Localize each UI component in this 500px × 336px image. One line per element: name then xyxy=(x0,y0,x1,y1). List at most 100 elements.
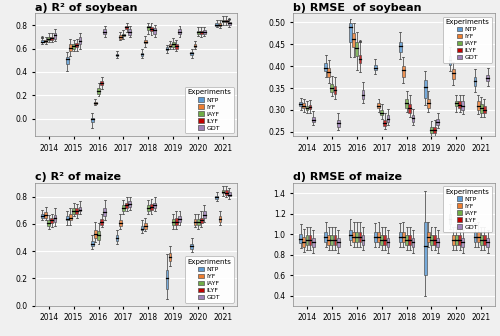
Bar xyxy=(94,230,96,238)
Bar xyxy=(302,103,305,108)
Legend: NTP, IYF, IAYF, ILYF, GDT: NTP, IYF, IAYF, ILYF, GDT xyxy=(185,256,234,303)
Bar xyxy=(200,218,202,223)
Bar xyxy=(203,211,206,218)
Bar xyxy=(300,234,302,243)
Text: b) RMSE  of soybean: b) RMSE of soybean xyxy=(293,3,422,13)
Bar xyxy=(377,103,380,108)
Bar xyxy=(147,26,150,30)
Bar xyxy=(334,235,336,245)
Bar xyxy=(150,27,153,31)
Bar xyxy=(50,218,53,223)
Bar xyxy=(434,127,436,133)
Bar xyxy=(122,34,125,36)
Bar xyxy=(452,69,454,79)
Bar xyxy=(405,99,408,108)
Bar xyxy=(54,33,56,39)
Bar xyxy=(330,235,333,245)
Bar xyxy=(150,204,153,210)
Bar xyxy=(374,65,376,71)
Bar xyxy=(312,117,314,122)
Bar xyxy=(144,223,146,229)
Bar xyxy=(197,31,200,34)
Bar xyxy=(349,229,352,240)
Bar xyxy=(197,219,200,224)
Bar xyxy=(436,238,439,247)
Bar xyxy=(324,232,327,242)
Bar xyxy=(100,219,103,224)
Bar xyxy=(190,52,193,55)
Bar xyxy=(144,40,146,43)
Bar xyxy=(386,115,390,122)
Bar xyxy=(76,208,78,214)
Bar xyxy=(104,208,106,216)
Bar xyxy=(384,235,386,245)
Bar xyxy=(125,203,128,208)
Bar xyxy=(97,88,100,93)
Bar xyxy=(306,106,308,111)
Bar xyxy=(380,235,383,245)
Bar xyxy=(175,44,178,48)
Bar xyxy=(434,235,436,245)
Bar xyxy=(374,232,376,242)
Bar xyxy=(462,101,464,110)
Bar xyxy=(386,238,390,247)
Bar xyxy=(334,86,336,94)
Bar xyxy=(178,29,181,34)
Bar xyxy=(306,235,308,245)
Bar xyxy=(455,101,458,107)
Bar xyxy=(76,43,78,47)
Bar xyxy=(308,105,312,109)
Bar xyxy=(72,208,75,214)
Bar xyxy=(94,102,96,104)
Bar xyxy=(154,28,156,34)
Bar xyxy=(377,232,380,242)
Bar xyxy=(384,120,386,126)
Bar xyxy=(408,104,411,113)
Bar xyxy=(483,106,486,113)
Bar xyxy=(194,219,196,224)
Bar xyxy=(72,44,75,48)
Bar xyxy=(218,216,222,222)
Bar xyxy=(352,33,355,47)
Bar xyxy=(119,35,122,39)
Bar xyxy=(168,253,172,261)
Bar xyxy=(178,216,181,222)
Bar xyxy=(300,102,302,107)
Legend: NTP, IYF, IAYF, ILYF, GDT: NTP, IYF, IAYF, ILYF, GDT xyxy=(185,87,234,133)
Bar xyxy=(402,66,405,77)
Bar xyxy=(41,214,44,218)
Bar xyxy=(436,119,439,125)
Bar xyxy=(175,218,178,224)
Bar xyxy=(358,55,362,64)
Bar xyxy=(430,127,433,133)
Bar xyxy=(408,235,411,245)
Bar xyxy=(458,235,461,245)
Bar xyxy=(480,104,482,113)
Bar xyxy=(41,40,44,42)
Bar xyxy=(97,232,100,240)
Bar xyxy=(337,238,340,247)
Bar xyxy=(399,232,402,242)
Bar xyxy=(125,26,128,29)
Bar xyxy=(203,30,206,34)
Legend: NTP, IYF, IAYF, ILYF, GDT: NTP, IYF, IAYF, ILYF, GDT xyxy=(443,186,492,232)
Bar xyxy=(483,235,486,245)
Bar xyxy=(172,219,174,224)
Bar xyxy=(225,191,228,195)
Bar xyxy=(225,20,228,22)
Bar xyxy=(154,203,156,208)
Bar xyxy=(486,238,489,247)
Bar xyxy=(337,120,340,127)
Bar xyxy=(216,196,218,199)
Text: a) R² of soybean: a) R² of soybean xyxy=(35,3,138,13)
Bar xyxy=(116,54,118,56)
Bar xyxy=(116,236,118,241)
Bar xyxy=(462,238,464,247)
Bar xyxy=(166,270,168,289)
Bar xyxy=(362,90,364,98)
Bar xyxy=(430,235,433,245)
Bar xyxy=(399,42,402,52)
Bar xyxy=(91,118,94,122)
Bar xyxy=(69,214,72,220)
Text: d) RMSE of maize: d) RMSE of maize xyxy=(293,172,402,182)
